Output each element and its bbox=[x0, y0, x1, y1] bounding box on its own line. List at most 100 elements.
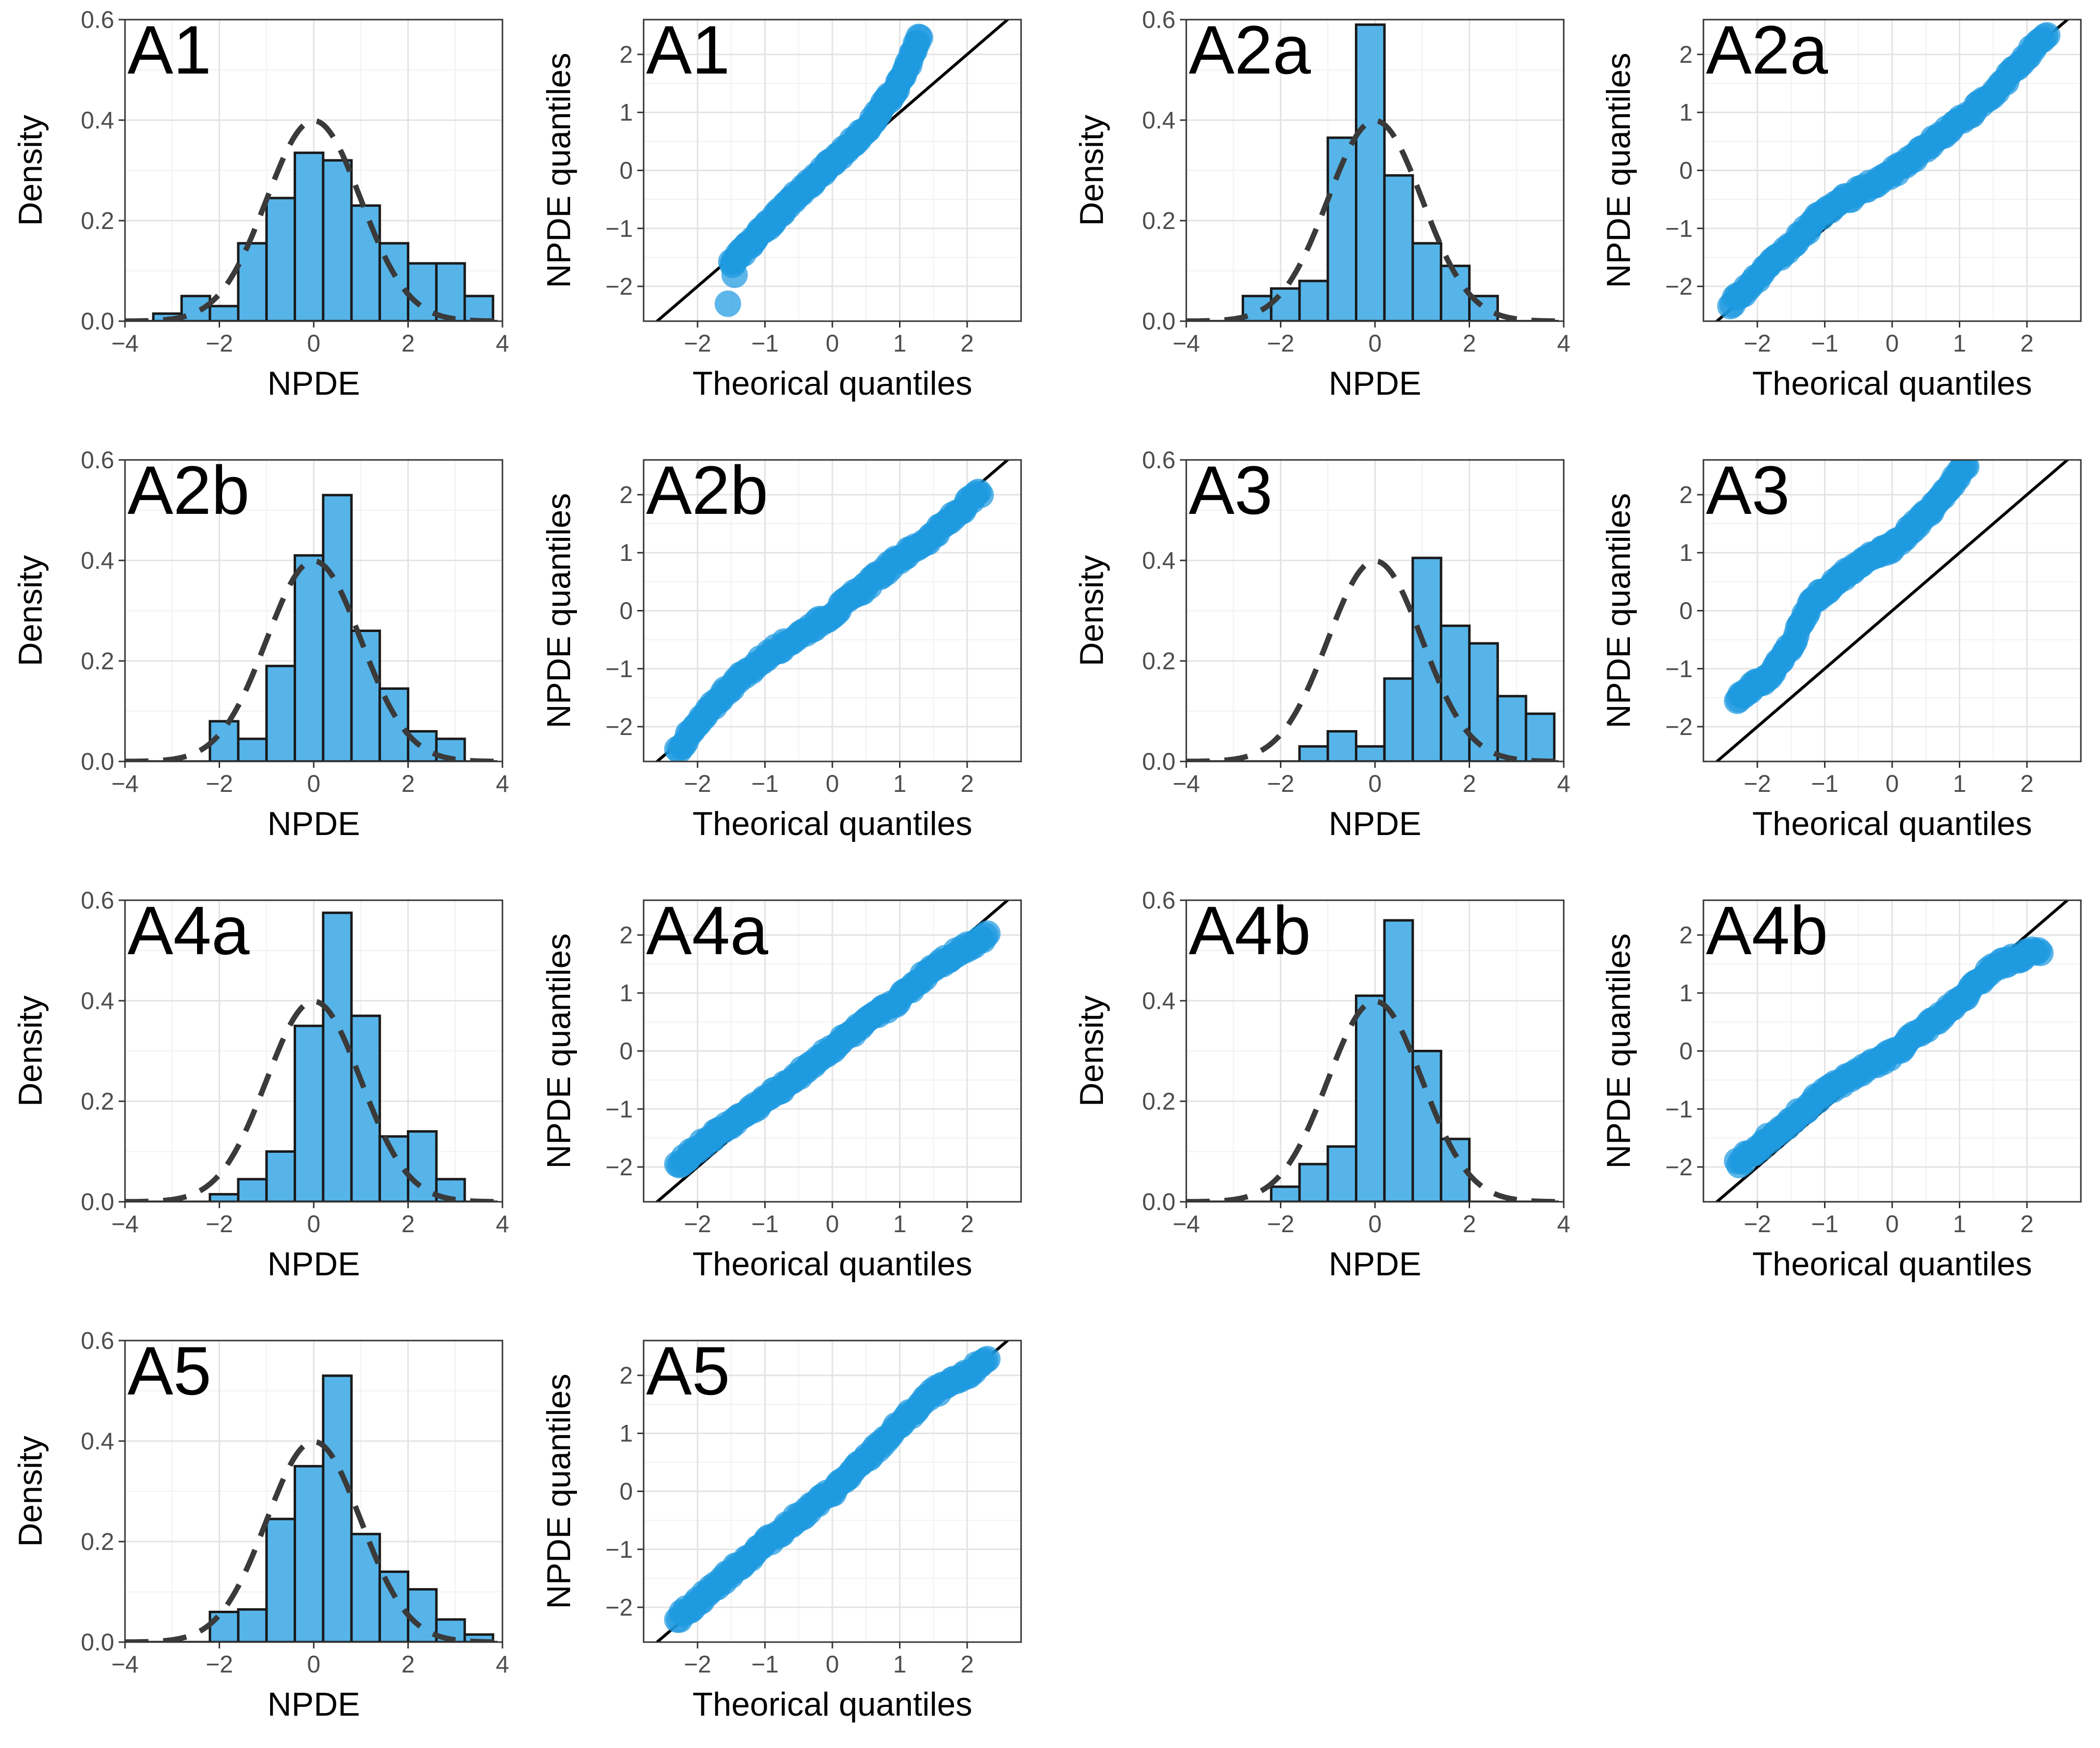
y-axis-title: Density bbox=[1073, 115, 1110, 226]
x-tick-label: −2 bbox=[684, 1651, 711, 1678]
x-tick-label: −2 bbox=[1267, 771, 1295, 797]
x-tick-label: 0 bbox=[307, 1651, 320, 1678]
y-tick-label: 0.6 bbox=[81, 887, 114, 914]
qq-point bbox=[1953, 460, 1980, 480]
x-tick-label: 4 bbox=[496, 1651, 509, 1678]
plot-content bbox=[1714, 900, 2070, 1202]
histogram-panel-a2a: −4 −2 0 2 4 0.0 0.2 0.4 0.6 NPDE Density A2a bbox=[1073, 7, 1571, 402]
y-tick-label: −1 bbox=[1665, 656, 1693, 683]
y-axis-title: Density bbox=[1073, 555, 1110, 666]
qq-points bbox=[1724, 460, 1980, 714]
x-tick-label: 4 bbox=[496, 330, 509, 357]
y-tick-label: 0 bbox=[620, 1479, 633, 1505]
histogram-bar bbox=[1468, 642, 1499, 761]
y-tick-label: −1 bbox=[1665, 1096, 1693, 1123]
y-tick-label: 0.0 bbox=[1142, 308, 1175, 335]
y-tick-label: 0.0 bbox=[1142, 749, 1175, 775]
panel-tag: A2b bbox=[646, 452, 768, 529]
y-tick-label: 0.6 bbox=[1142, 887, 1175, 914]
histogram-bar bbox=[1355, 23, 1386, 321]
y-tick-label: −2 bbox=[1665, 274, 1693, 300]
qq-point bbox=[974, 1345, 1001, 1372]
y-tick-label: 1 bbox=[1679, 100, 1693, 126]
x-tick-label: 4 bbox=[496, 771, 509, 797]
y-tick-label: −1 bbox=[605, 216, 633, 242]
histogram-bars bbox=[208, 912, 466, 1202]
qq-point bbox=[967, 481, 994, 508]
x-tick-label: 0 bbox=[307, 771, 320, 797]
histogram-bar bbox=[237, 1608, 268, 1642]
x-tick-label: −2 bbox=[1744, 771, 1771, 797]
y-axis-title: Density bbox=[1073, 995, 1110, 1107]
plot-content bbox=[125, 912, 502, 1202]
x-tick-label: −4 bbox=[1173, 330, 1200, 357]
normal-density-curve bbox=[125, 558, 502, 761]
y-tick-label: 2 bbox=[1679, 482, 1693, 508]
qq-panel-a2a: −2 −1 0 1 2 −2 −1 0 1 2 Theorical quantiles NPDE qu… bbox=[1600, 11, 2082, 402]
qq-point bbox=[906, 24, 933, 51]
panel-tag: A3 bbox=[1189, 452, 1273, 529]
y-tick-label: −2 bbox=[605, 274, 633, 300]
x-tick-label: 2 bbox=[1463, 771, 1476, 797]
qq-panel-a1: −2 −1 0 1 2 −2 −1 0 1 2 Theorical quantiles NPDE qu… bbox=[540, 11, 1022, 402]
panel-tag: A4a bbox=[127, 892, 250, 969]
histogram-bar bbox=[237, 1178, 268, 1202]
x-tick-label: 4 bbox=[1557, 1211, 1570, 1238]
x-axis-title: NPDE bbox=[1329, 1245, 1422, 1283]
histogram-bar bbox=[1525, 712, 1556, 761]
x-tick-label: −2 bbox=[1744, 330, 1771, 357]
x-tick-label: 1 bbox=[893, 1211, 906, 1238]
y-tick-label: 0.2 bbox=[81, 208, 114, 234]
x-tick-label: −1 bbox=[1811, 330, 1839, 357]
x-tick-label: 2 bbox=[401, 1211, 415, 1238]
histogram-bars bbox=[208, 494, 466, 761]
qq-point bbox=[721, 261, 748, 288]
x-tick-label: 2 bbox=[960, 1211, 974, 1238]
y-axis-title: Density bbox=[12, 115, 49, 226]
histogram-bars bbox=[208, 1374, 495, 1642]
x-axis-title: NPDE bbox=[268, 1245, 360, 1283]
histogram-bar bbox=[1440, 624, 1471, 761]
y-tick-label: 0.4 bbox=[81, 1428, 114, 1455]
y-tick-label: 0.4 bbox=[81, 988, 114, 1014]
panel-tag: A1 bbox=[646, 11, 730, 88]
x-axis-title: Theorical quantiles bbox=[693, 1686, 973, 1723]
histogram-bar bbox=[322, 1374, 353, 1642]
histogram-bar bbox=[322, 494, 353, 761]
x-axis-title: NPDE bbox=[1329, 805, 1422, 842]
x-tick-label: 0 bbox=[307, 1211, 320, 1238]
x-tick-label: −1 bbox=[1811, 771, 1839, 797]
panel-tag: A4b bbox=[1189, 892, 1311, 969]
y-tick-label: 0.4 bbox=[1142, 988, 1175, 1014]
x-tick-label: −1 bbox=[751, 771, 779, 797]
x-axis-title: NPDE bbox=[268, 365, 360, 402]
qq-points bbox=[664, 479, 994, 761]
qq-point bbox=[974, 920, 1001, 947]
histogram-bar bbox=[407, 262, 438, 321]
histogram-bar bbox=[1270, 1185, 1301, 1202]
histogram-bars bbox=[152, 152, 495, 321]
x-tick-label: 2 bbox=[1463, 1211, 1476, 1238]
panel-tag: A3 bbox=[1706, 452, 1790, 529]
x-axis-title: NPDE bbox=[268, 1686, 360, 1723]
qq-point bbox=[714, 290, 741, 317]
x-tick-label: −1 bbox=[1811, 1211, 1839, 1238]
x-tick-label: 0 bbox=[825, 771, 839, 797]
y-tick-label: 0.0 bbox=[81, 308, 114, 335]
histogram-bar bbox=[350, 204, 381, 321]
histogram-bar bbox=[1411, 1050, 1443, 1202]
histogram-bar bbox=[265, 197, 296, 321]
qq-points bbox=[714, 24, 933, 317]
y-tick-label: 0 bbox=[620, 598, 633, 625]
y-tick-label: 2 bbox=[620, 1363, 633, 1389]
y-tick-label: 2 bbox=[1679, 42, 1693, 68]
qq-panel-a3: −2 −1 0 1 2 −2 −1 0 1 2 Theorical quantiles NPDE qu… bbox=[1600, 452, 2082, 842]
histogram-bar bbox=[1298, 1163, 1329, 1202]
normal-density-curve bbox=[1186, 998, 1564, 1202]
qq-panel-a4a: −2 −1 0 1 2 −2 −1 0 1 2 Theorical quantiles NPDE qu… bbox=[540, 892, 1022, 1283]
panel-tag: A2a bbox=[1706, 11, 1828, 88]
x-tick-label: −4 bbox=[111, 1651, 139, 1678]
y-tick-label: −1 bbox=[605, 1096, 633, 1123]
x-tick-label: 2 bbox=[401, 771, 415, 797]
